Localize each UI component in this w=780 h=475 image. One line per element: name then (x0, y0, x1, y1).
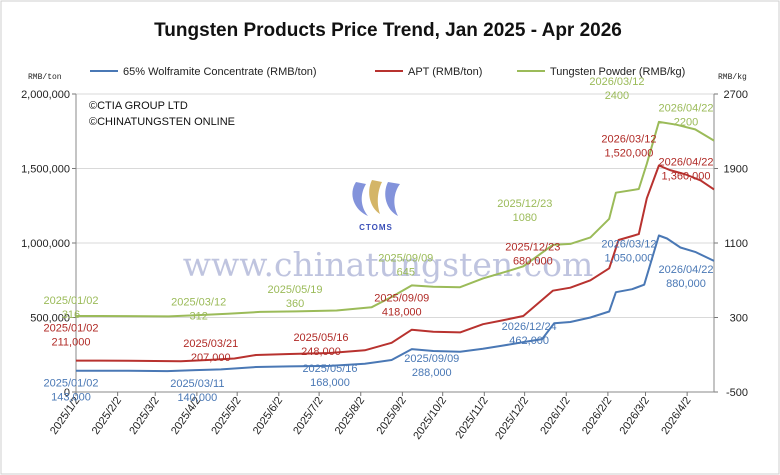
legend-label-powder: Tungsten Powder (RMB/kg) (550, 66, 685, 78)
logo-mark-left (352, 182, 368, 216)
annotation-value: 462,000 (509, 335, 549, 347)
y-right-unit: RMB/kg (718, 73, 747, 82)
annotation-date: 2026/04/22 (658, 156, 713, 168)
y-left-tick-label: 0 (64, 387, 70, 399)
chart-title: Tungsten Products Price Trend, Jan 2025 … (154, 20, 622, 41)
annotation-value: 1,360,000 (662, 170, 711, 182)
ctoms-logo: CTOMS (352, 180, 400, 232)
data-annotations: 2025/01/02 143,000 2025/03/11 140,000 2025/0… (43, 76, 713, 404)
annotation-date: 2025/09/09 (404, 353, 459, 365)
legend-label-apt: APT (RMB/ton) (408, 66, 482, 78)
y-left-tick-label: 1,500,000 (21, 164, 70, 176)
y-right-tick-label: 2700 (724, 89, 748, 101)
y-right-tick-label: -500 (726, 387, 748, 399)
logo-mark-center (369, 180, 382, 214)
annotation-value: 360 (286, 298, 304, 310)
copyright: ©CTIA GROUP LTD ©CHINATUNGSTEN ONLINE (89, 100, 235, 128)
legend: 65% Wolframite Concentrate (RMB/ton) APT… (90, 66, 685, 78)
y-left-tick-label: 500,000 (30, 313, 70, 325)
annotation-value: 288,000 (412, 367, 452, 379)
annotation-date: 2026/12/24 (502, 321, 557, 333)
annotation-value: 2200 (674, 117, 698, 129)
y-right-tick-label: 1900 (724, 164, 748, 176)
annotation-date: 2025/03/21 (183, 338, 238, 350)
annotation-date: 2025/03/12 (171, 296, 226, 308)
annotation-value: 645 (397, 266, 415, 278)
annotation-date: 2025/01/02 (43, 378, 98, 390)
annotation-date: 2025/05/16 (302, 363, 357, 375)
annotation-date: 2026/03/12 (601, 239, 656, 251)
series-line-wolframite (76, 234, 715, 373)
annotation-value: 248,000 (301, 346, 341, 358)
series-line-powder (76, 120, 715, 318)
y-right-tick-label: 300 (730, 313, 748, 325)
series-lines (76, 120, 715, 373)
y-left-tick-label: 2,000,000 (21, 89, 70, 101)
annotation-value: 207,000 (191, 352, 231, 364)
annotation-date: 2026/04/22 (658, 264, 713, 276)
y-right-tick-label: 1100 (724, 238, 748, 250)
annotation-date: 2026/04/22 (658, 103, 713, 115)
copyright-line-2: ©CHINATUNGSTEN ONLINE (89, 116, 235, 128)
annotation-date: 2025/03/11 (170, 378, 224, 390)
annotation-date: 2025/01/02 (43, 323, 98, 335)
annotation-date: 2025/05/19 (267, 284, 322, 296)
annotation-value: 680,000 (513, 256, 553, 268)
annotation-date: 2025/12/23 (497, 198, 552, 210)
logo-text: CTOMS (359, 223, 393, 232)
logo-mark-right (385, 182, 400, 216)
annotation-value: 143,000 (51, 392, 91, 404)
annotation-value: 1,520,000 (604, 148, 653, 160)
annotation-date: 2026/03/12 (589, 76, 644, 88)
y-left-unit: RMB/ton (28, 73, 62, 82)
gridlines (76, 93, 714, 318)
series-line-apt (76, 164, 715, 363)
annotation-value: 312 (189, 310, 207, 322)
copyright-line-1: ©CTIA GROUP LTD (89, 100, 188, 112)
annotation-value: 2400 (605, 90, 629, 102)
annotation-value: 316 (62, 309, 80, 321)
y-left-tick-label: 1,000,000 (21, 238, 70, 250)
annotation-date: 2025/09/09 (374, 293, 429, 305)
annotation-value: 168,000 (310, 377, 350, 389)
annotation-date: 2025/12/23 (505, 242, 560, 254)
annotation-value: 1080 (513, 212, 537, 224)
annotation-value: 418,000 (382, 307, 422, 319)
annotation-date: 2026/03/12 (601, 134, 656, 146)
annotation-date: 2025/09/09 (378, 252, 433, 264)
annotation-value: 1,050,000 (604, 253, 653, 265)
annotation-date: 2025/05/16 (293, 332, 348, 344)
legend-label-wolframite: 65% Wolframite Concentrate (RMB/ton) (123, 66, 317, 78)
annotation-value: 880,000 (666, 278, 706, 290)
annotation-date: 2025/01/02 (43, 295, 98, 307)
annotation-value: 211,000 (52, 337, 91, 349)
annotation-value: 140,000 (177, 392, 217, 404)
